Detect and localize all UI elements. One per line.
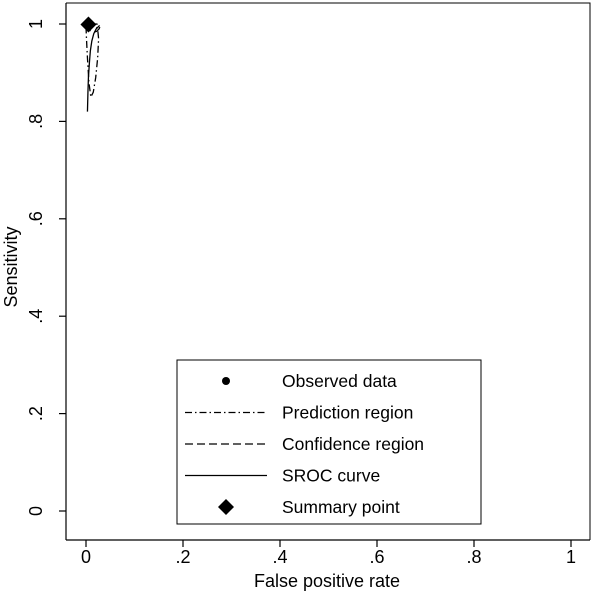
- legend-key-diamond: [218, 499, 234, 515]
- y-tick-label: 0: [26, 506, 46, 516]
- y-axis-title: Sensitivity: [1, 226, 21, 307]
- legend: Observed data Prediction region Confidence…: [176, 359, 482, 525]
- series-sroc-curve: [86, 25, 101, 112]
- x-tick-label: 0: [81, 547, 91, 567]
- x-tick-label: .4: [272, 547, 287, 567]
- x-tick-label: 1: [566, 547, 576, 567]
- legend-label: SROC curve: [282, 466, 380, 486]
- x-axis-title: False positive rate: [254, 571, 400, 591]
- plot-frame: [66, 2, 591, 540]
- y-tick-label: .2: [26, 406, 46, 421]
- legend-key-circle: [222, 377, 230, 385]
- y-tick-label: .4: [26, 309, 46, 324]
- legend-label: Prediction region: [282, 403, 413, 423]
- legend-label: Observed data: [282, 371, 397, 391]
- y-tick-label: .6: [26, 211, 46, 226]
- x-tick-label: .6: [369, 547, 384, 567]
- legend-label: Summary point: [282, 497, 400, 517]
- axes: 0 .2 .4 .6 .8 1 0 .2 .4 .6 .8 1: [26, 2, 591, 567]
- plot-area: [80, 16, 101, 112]
- summary-point-marker: [80, 16, 97, 33]
- x-tick-label: .8: [466, 547, 481, 567]
- y-tick-label: 1: [26, 19, 46, 29]
- y-tick-label: .8: [26, 114, 46, 129]
- legend-box: [176, 359, 482, 525]
- legend-label: Confidence region: [282, 434, 424, 454]
- x-tick-label: .2: [175, 547, 190, 567]
